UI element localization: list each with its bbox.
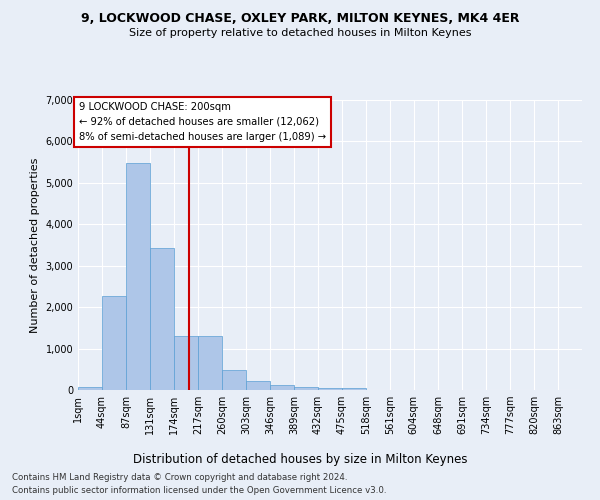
Y-axis label: Number of detached properties: Number of detached properties [30, 158, 40, 332]
Text: 9 LOCKWOOD CHASE: 200sqm
← 92% of detached houses are smaller (12,062)
8% of sem: 9 LOCKWOOD CHASE: 200sqm ← 92% of detach… [79, 102, 326, 142]
Text: Size of property relative to detached houses in Milton Keynes: Size of property relative to detached ho… [129, 28, 471, 38]
Bar [102, 296, 126, 390]
Bar [78, 387, 102, 390]
Bar [126, 164, 150, 390]
Bar [318, 388, 342, 390]
Bar [294, 387, 318, 390]
Bar [151, 248, 175, 390]
Bar [175, 336, 198, 390]
Bar [222, 370, 246, 390]
Bar [246, 381, 270, 390]
Text: 9, LOCKWOOD CHASE, OXLEY PARK, MILTON KEYNES, MK4 4ER: 9, LOCKWOOD CHASE, OXLEY PARK, MILTON KE… [81, 12, 519, 26]
Bar [198, 336, 222, 390]
Text: Distribution of detached houses by size in Milton Keynes: Distribution of detached houses by size … [133, 452, 467, 466]
Bar [342, 388, 366, 390]
Bar [270, 385, 294, 390]
Text: Contains public sector information licensed under the Open Government Licence v3: Contains public sector information licen… [12, 486, 386, 495]
Text: Contains HM Land Registry data © Crown copyright and database right 2024.: Contains HM Land Registry data © Crown c… [12, 472, 347, 482]
